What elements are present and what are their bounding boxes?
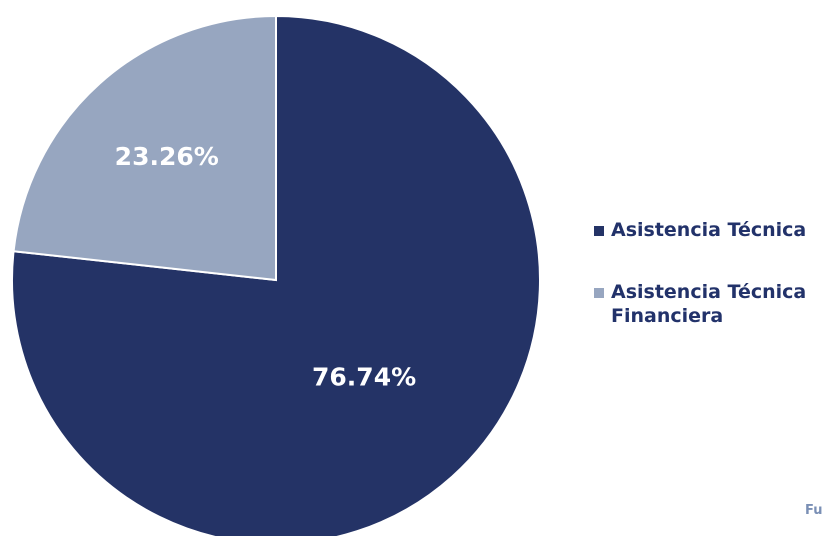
pie-data-labels: 76.74% 23.26% bbox=[115, 142, 416, 391]
data-label-asistencia-tecnica: 76.74% bbox=[312, 362, 416, 391]
legend-label-asistencia-tecnica: Asistencia Técnica bbox=[611, 219, 807, 241]
legend-swatch-asistencia-tecnica bbox=[594, 226, 604, 236]
legend-label-asistencia-tecnica-financiera: Asistencia Técnica Financiera bbox=[611, 281, 807, 327]
legend-item-asistencia-tecnica-financiera: Asistencia Técnica Financiera bbox=[594, 280, 824, 328]
source-note: Fu bbox=[805, 503, 823, 518]
data-label-asistencia-tecnica-financiera: 23.26% bbox=[115, 142, 219, 171]
pie-slices bbox=[11, 14, 541, 536]
legend: Asistencia Técnica Asistencia Técnica Fi… bbox=[594, 218, 824, 366]
pie-slice-asistencia-tecnica-financiera bbox=[12, 14, 277, 282]
legend-item-asistencia-tecnica: Asistencia Técnica bbox=[594, 218, 824, 242]
legend-swatch-asistencia-tecnica-financiera bbox=[594, 288, 604, 298]
